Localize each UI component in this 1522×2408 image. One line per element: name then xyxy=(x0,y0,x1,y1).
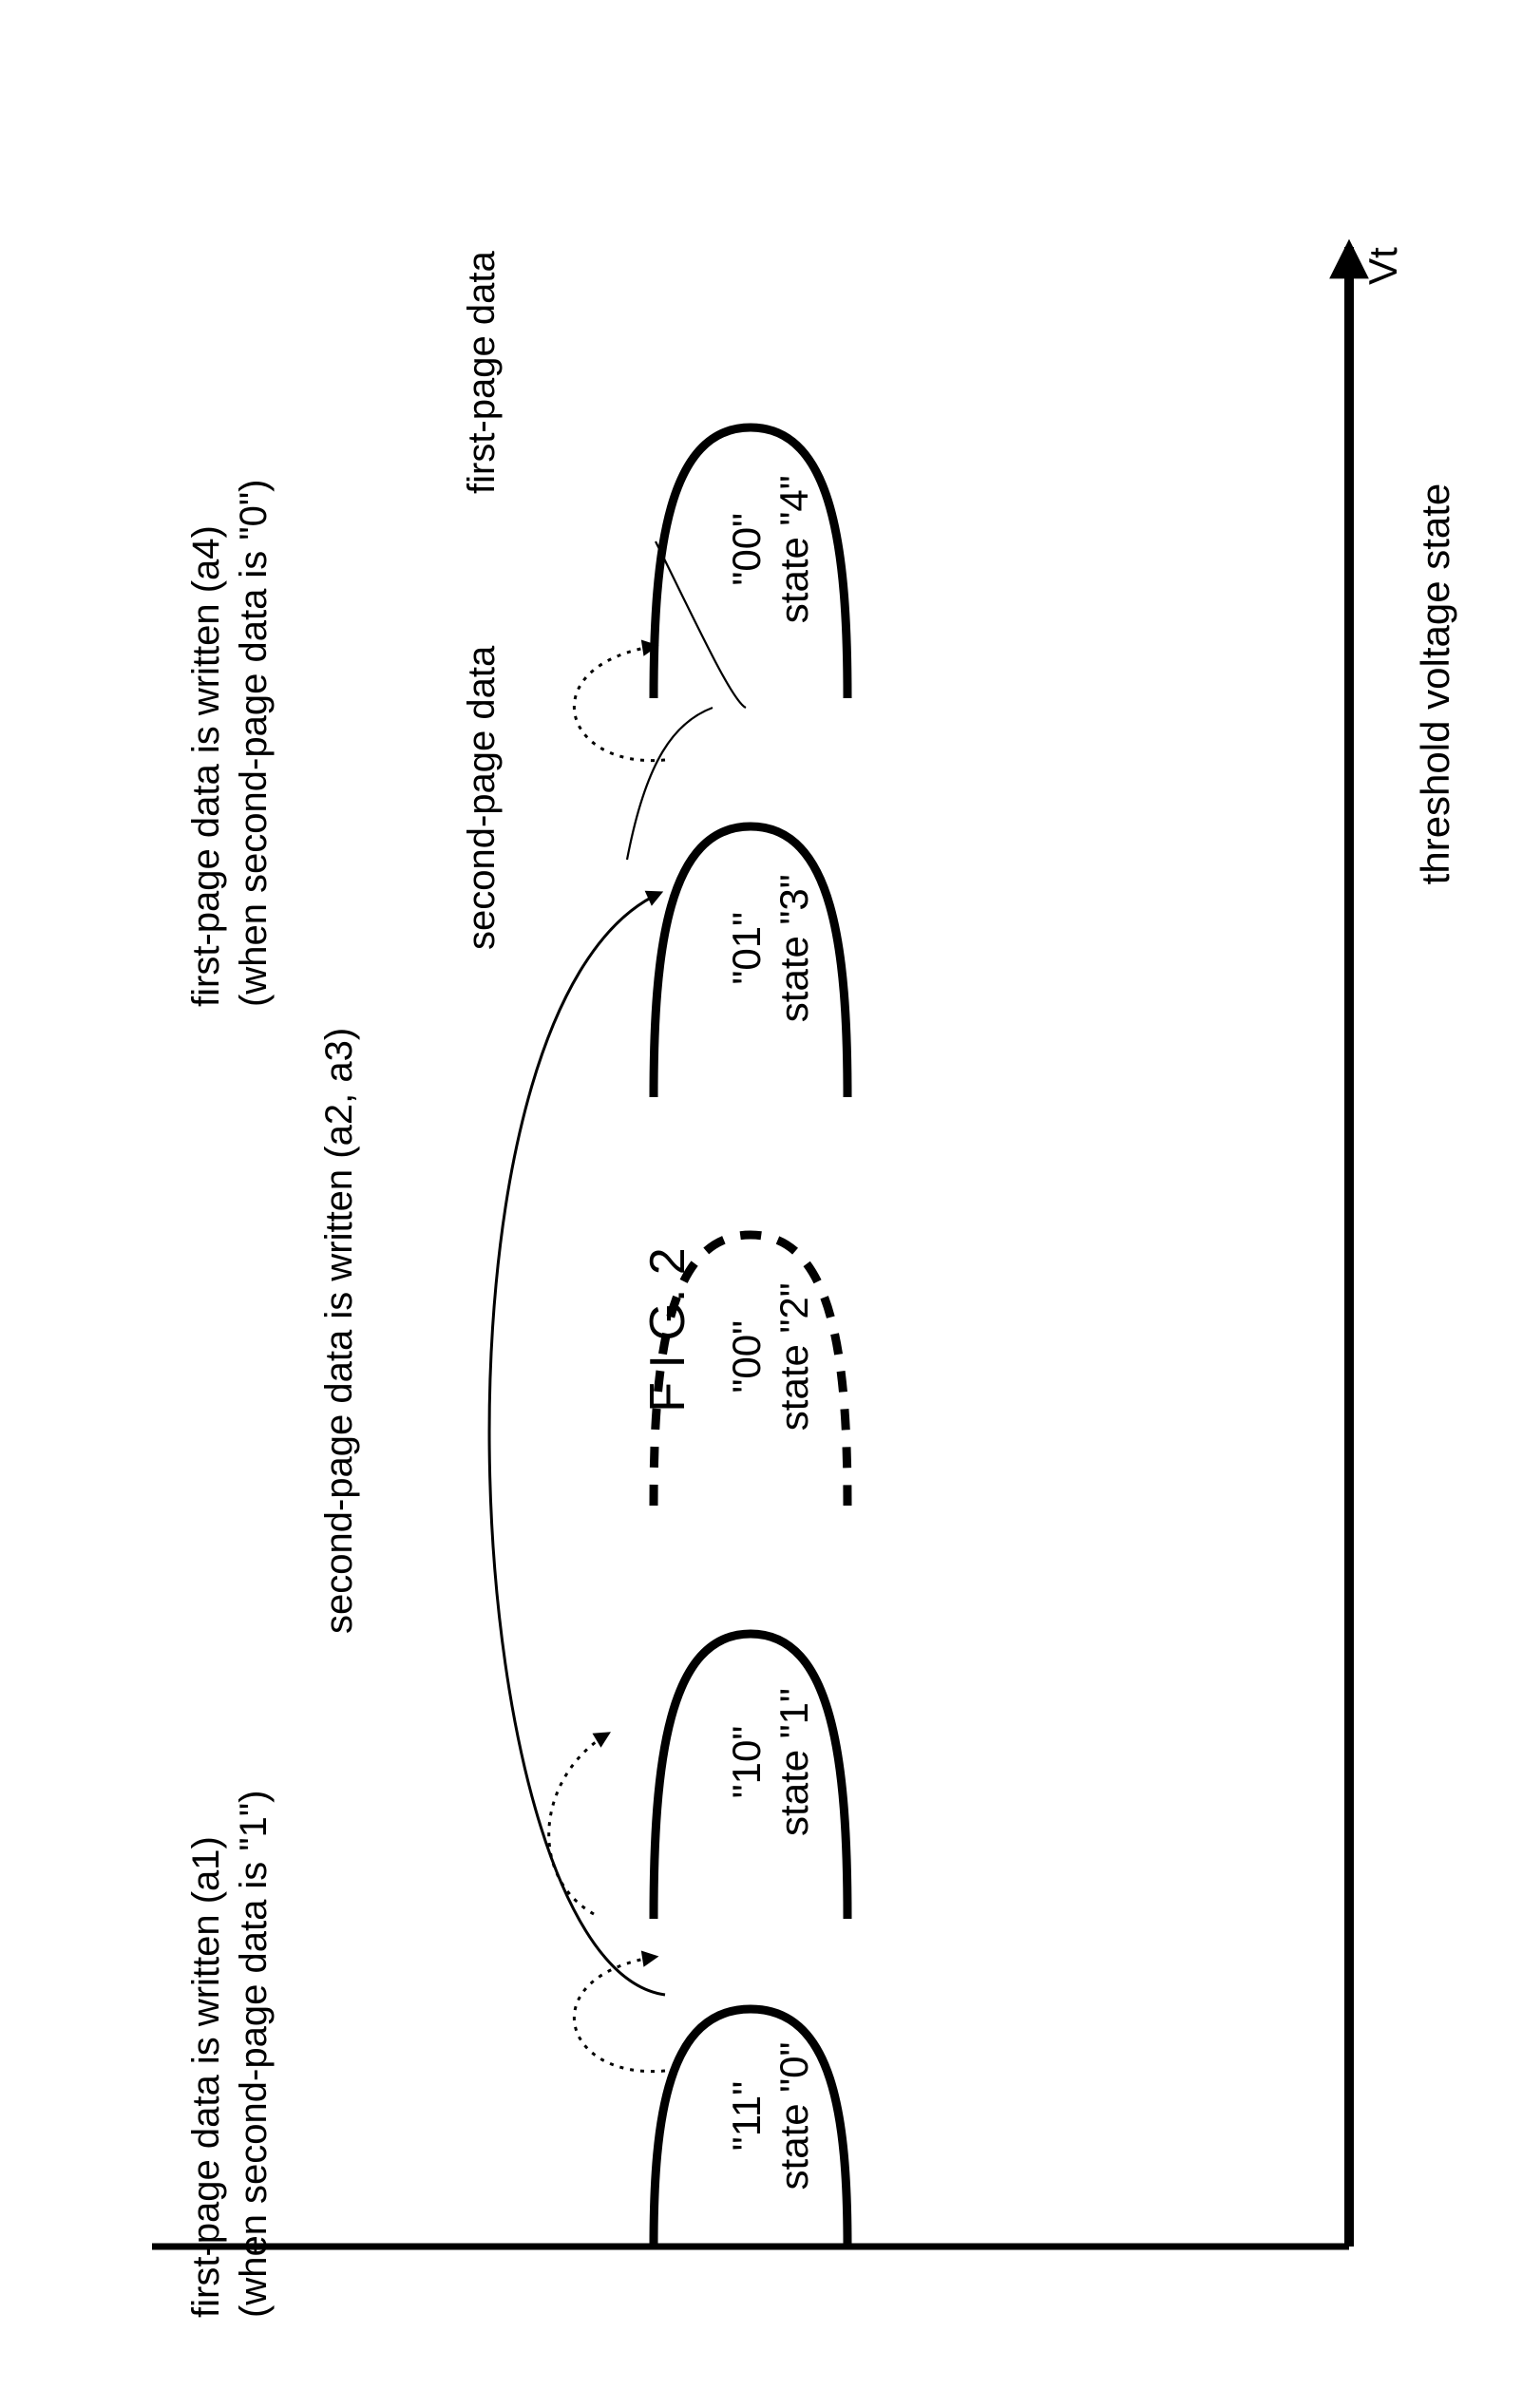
bits-state4: "00" xyxy=(724,513,769,586)
label-a4-line1: (when second-page data is "0") xyxy=(233,480,275,1007)
label-a1-line0: first-page data is written (a1) xyxy=(185,1836,227,2318)
callout-second-page-line xyxy=(627,708,713,860)
state-label-state1: state "1" xyxy=(771,1688,816,1836)
callout-second-page: second-page data xyxy=(461,645,503,950)
bits-state0: "11" xyxy=(724,2081,769,2151)
arrow-a2a3-self xyxy=(549,1734,608,1914)
state-label-state0: state "0" xyxy=(771,2042,816,2190)
label-a1-line1: (when second-page data is "1") xyxy=(233,1791,275,2318)
state-label-state3: state "3" xyxy=(771,874,816,1022)
bits-state2: "00" xyxy=(724,1320,769,1394)
axis-label-vt: Vt xyxy=(1360,247,1405,285)
arrow-a2a3 xyxy=(489,893,665,1995)
axis-label-state: threshold voltage state xyxy=(1413,483,1457,885)
state-label-state2: state "2" xyxy=(771,1282,816,1431)
bits-state1: "10" xyxy=(724,1726,769,1799)
label-a2a3: second-page data is written (a2, a3) xyxy=(318,1028,360,1634)
callout-first-page: first-page data xyxy=(461,251,503,494)
state-label-state4: state "4" xyxy=(771,475,816,623)
label-a4-line0: first-page data is written (a4) xyxy=(185,525,227,1007)
bits-state3: "01" xyxy=(724,912,769,985)
